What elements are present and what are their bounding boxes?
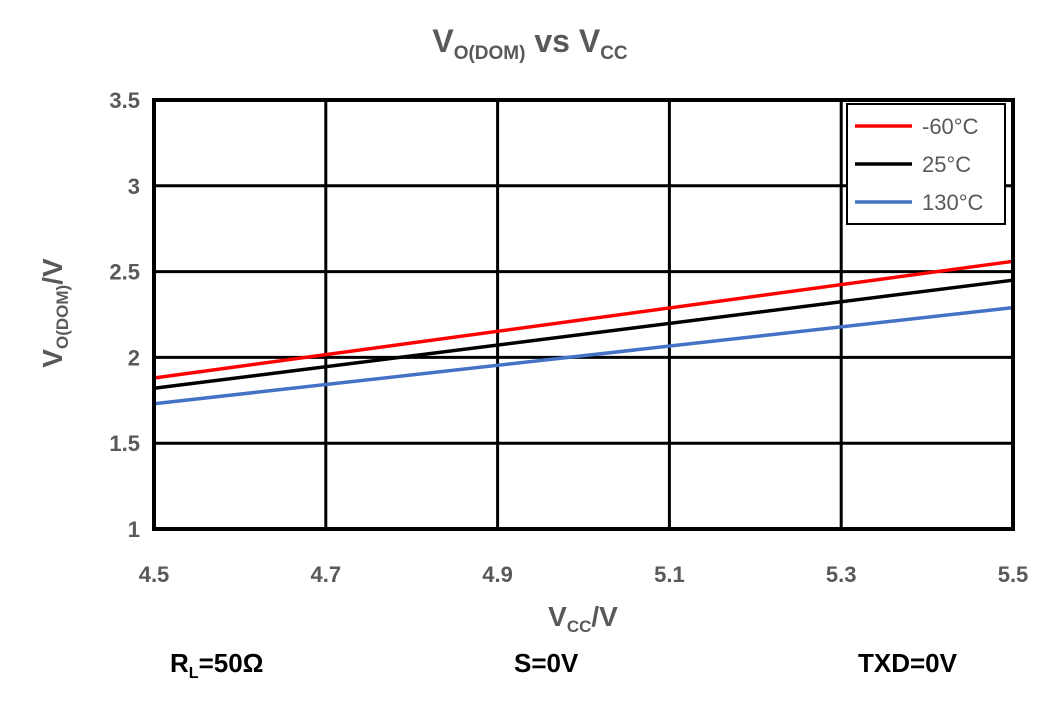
y-tick-label: 1 — [128, 517, 140, 542]
y-tick-label: 2 — [128, 345, 140, 370]
condition-rl: RL=50Ω — [170, 648, 264, 682]
plot-area — [152, 98, 1015, 531]
x-axis-label: VCC/V — [548, 601, 618, 636]
legend-label: 130°C — [922, 190, 984, 215]
x-tick-labels: 4.5 4.7 4.9 5.1 5.3 5.5 — [139, 562, 1029, 587]
legend: -60°C 25°C 130°C — [846, 103, 1006, 225]
x-tick-label: 5.1 — [654, 562, 685, 587]
x-tick-label: 4.7 — [311, 562, 342, 587]
y-tick-label: 1.5 — [109, 431, 140, 456]
series-line-2 — [153, 305, 1014, 406]
x-tick-label: 5.5 — [998, 562, 1029, 587]
series-line-1 — [153, 278, 1014, 391]
y-tick-label: 2.5 — [109, 260, 140, 285]
y-tick-label: 3.5 — [109, 88, 140, 113]
y-axis-label: VO(DOM)/V — [37, 258, 72, 368]
condition-txd: TXD=0V — [858, 648, 958, 678]
series-lines — [153, 259, 1014, 406]
plot-frame — [152, 98, 1015, 531]
series-line-0 — [153, 259, 1014, 380]
legend-label: -60°C — [922, 114, 979, 139]
x-tick-label: 5.3 — [826, 562, 857, 587]
x-tick-label: 4.9 — [482, 562, 513, 587]
y-tick-labels: 1 1.5 2 2.5 3 3.5 — [109, 88, 140, 542]
y-tick-label: 3 — [128, 174, 140, 199]
condition-s: S=0V — [514, 648, 579, 678]
x-tick-label: 4.5 — [139, 562, 170, 587]
legend-label: 25°C — [922, 152, 971, 177]
chart-title: VO(DOM) vs VCC — [432, 23, 628, 64]
